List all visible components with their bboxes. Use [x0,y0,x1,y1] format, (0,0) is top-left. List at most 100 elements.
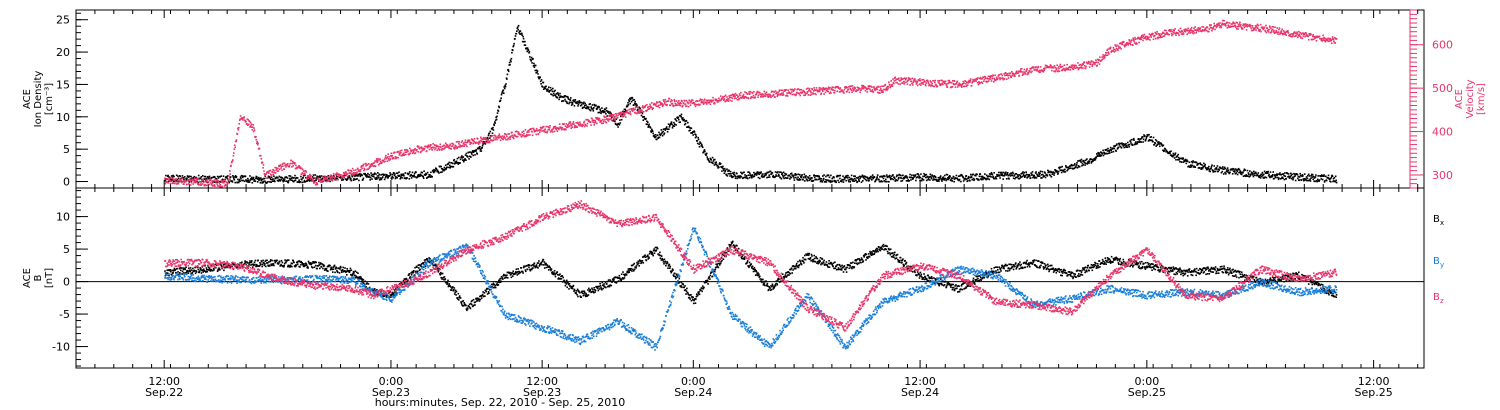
data-point-velocity [871,86,873,88]
data-point-density [1306,179,1308,182]
data-point-velocity [387,158,390,160]
data-point-density [389,172,391,174]
data-point-velocity [298,165,300,167]
data-point-velocity [355,169,357,171]
data-point-density [471,150,474,152]
data-point-velocity [305,177,308,179]
data-point-velocity [727,98,729,100]
data-point-velocity [780,89,783,92]
data-point-density [1163,149,1166,152]
data-point-density [410,173,412,176]
data-point-density [1221,170,1224,173]
data-point-density [566,95,569,98]
data-point-density [888,176,891,178]
data-point-velocity [1035,66,1037,68]
data-point-density [194,177,197,180]
data-point-density [506,78,508,80]
data-point-density [1110,151,1113,153]
data-point-density [771,172,774,174]
data-point-density [627,104,630,106]
data-point-velocity [502,138,505,141]
data-point-velocity [857,89,859,91]
data-point-density [971,178,973,181]
data-point-density [185,178,188,180]
data-point-density [1035,177,1038,179]
data-point-density [204,178,206,180]
data-point-density [322,180,324,183]
data-point-velocity [609,113,612,116]
data-point-density [823,174,825,176]
data-point-density [1082,160,1084,162]
data-point-density [968,176,970,179]
data-point-density [1226,167,1229,169]
data-point-velocity [651,102,653,104]
data-point-velocity [745,92,748,94]
data-point-density [253,178,256,181]
data-point-density [424,174,427,176]
data-point-density [444,168,447,170]
data-point-velocity [531,130,533,133]
data-point-density [1243,169,1245,172]
data-point-density [592,110,595,112]
data-point-velocity [178,179,181,182]
data-point-velocity [628,112,630,115]
data-point-density [1235,168,1237,170]
data-point-velocity [282,165,284,167]
data-point-velocity [699,103,701,106]
data-point-velocity [734,95,736,98]
data-point-velocity [610,115,612,118]
data-point-velocity [345,174,348,177]
data-point-density [1102,149,1104,152]
data-point-density [732,172,734,174]
data-point-density [296,177,299,179]
data-point-density [990,171,993,174]
data-point-density [1197,167,1200,169]
data-point-velocity [715,98,718,101]
data-point-density [916,176,919,178]
data-point-density [235,176,238,178]
data-point-velocity [441,148,443,150]
data-point-velocity [945,84,948,86]
data-point-density [193,178,195,180]
data-point-density [1015,173,1018,175]
data-point-velocity [674,102,676,105]
data-point-density [551,90,554,93]
data-point-density [437,171,440,173]
data-point-velocity [728,96,731,99]
data-point-density [871,174,874,176]
data-point-density [1188,161,1191,164]
data-point-velocity [449,144,451,147]
data-point-density [1067,166,1070,168]
data-point-density [565,95,568,98]
data-point-density [465,152,468,155]
data-point-density [572,99,575,101]
data-point-velocity [572,121,575,123]
data-point-velocity [811,88,814,91]
data-point-density [738,175,740,177]
data-point-density [1144,135,1146,137]
data-point-density [239,176,242,178]
data-point-density [358,179,360,182]
data-point-velocity [387,153,389,155]
data-point-density [452,165,455,168]
data-point-density [1225,173,1227,175]
data-point-density [864,175,866,178]
data-point-density [356,178,358,180]
data-point-density [197,174,200,177]
data-point-density [1099,155,1102,157]
data-point-velocity [379,158,381,160]
data-point-density [669,124,671,127]
data-point-velocity [494,135,497,137]
data-point-velocity [409,149,412,151]
data-point-density [753,175,756,178]
data-point-density [183,178,186,181]
data-point-velocity [166,178,169,180]
data-point-density [1269,176,1271,179]
data-point-density [1084,159,1087,162]
data-point-velocity [773,91,775,93]
data-point-density [606,110,608,112]
data-point-velocity [679,104,682,107]
data-point-velocity [168,177,171,180]
data-point-density [1094,157,1096,160]
data-point-density [1178,157,1181,160]
